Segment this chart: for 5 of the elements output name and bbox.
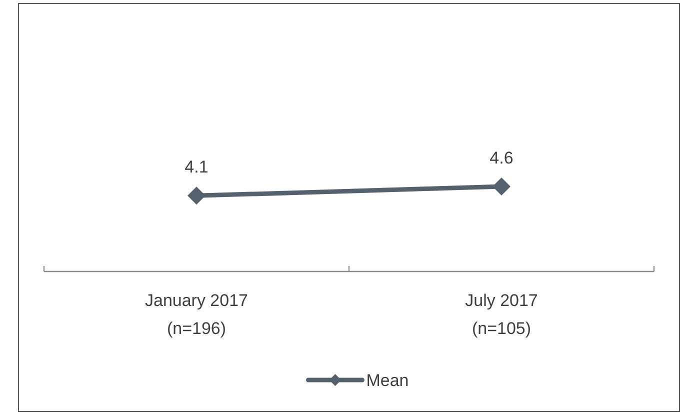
data-label: 4.1 [184,158,208,177]
x-tick-label: January 2017 (n=196) [144,291,248,338]
x-tick-label: July 2017 (n=105) [465,291,538,338]
data-label: 4.6 [490,148,514,168]
legend-label: Mean [366,371,409,390]
